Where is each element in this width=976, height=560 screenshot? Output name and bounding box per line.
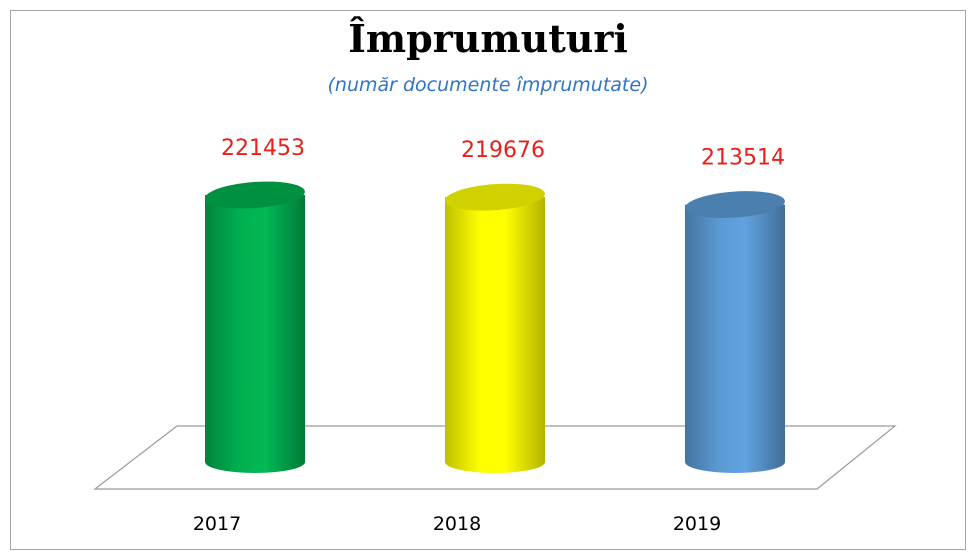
bar: [205, 195, 305, 473]
bar-top: [205, 181, 305, 209]
x-tick-label: 2017: [193, 513, 241, 535]
x-tick-label: 2019: [673, 513, 721, 535]
bar: [685, 204, 785, 473]
data-label: 213514: [701, 146, 785, 171]
chart-title: Împrumuturi: [348, 16, 628, 61]
chart-subtitle: (număr documente împrumutate): [328, 74, 649, 96]
x-tick-label: 2018: [433, 513, 481, 535]
bar-top: [445, 183, 545, 211]
data-label: 221453: [221, 136, 305, 161]
bar: [445, 197, 545, 473]
data-label: 219676: [461, 138, 545, 163]
bar-top: [685, 191, 785, 219]
